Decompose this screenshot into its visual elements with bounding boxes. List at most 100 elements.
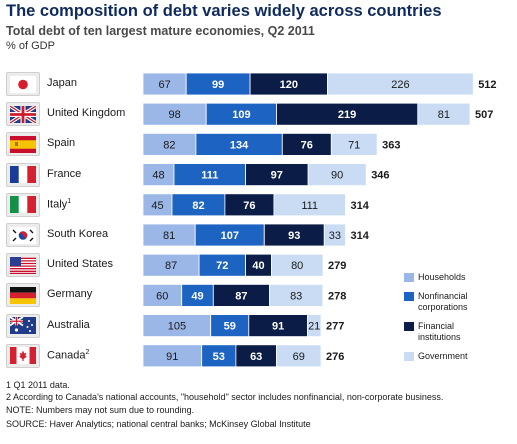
country-name: United States bbox=[47, 258, 114, 271]
total-label: 278 bbox=[328, 290, 346, 302]
bar-segment bbox=[323, 223, 346, 247]
data-label: 81 bbox=[438, 109, 450, 121]
legend-label: institutions bbox=[418, 332, 461, 342]
country-label: Italy1 bbox=[47, 198, 71, 211]
data-label: 91 bbox=[272, 321, 284, 333]
data-label: 53 bbox=[213, 351, 225, 363]
total-label: 363 bbox=[382, 139, 400, 151]
country-name: United Kingdom bbox=[47, 107, 126, 120]
legend-entry: Households bbox=[418, 272, 466, 283]
total-label: 277 bbox=[326, 321, 344, 333]
total-label: 346 bbox=[371, 170, 389, 182]
data-label: 48 bbox=[152, 170, 164, 182]
data-label: 67 bbox=[158, 79, 170, 91]
total-label: 314 bbox=[351, 200, 370, 212]
country-label: Germany bbox=[47, 288, 92, 300]
data-label: 59 bbox=[224, 321, 236, 333]
footnote-note: NOTE: Numbers may not sum due to roundin… bbox=[6, 405, 195, 415]
total-label: 279 bbox=[328, 260, 346, 272]
country-name: Germany bbox=[47, 288, 93, 301]
country-label: Japan bbox=[47, 77, 77, 89]
data-label: 82 bbox=[163, 139, 175, 151]
country-label: Spain bbox=[47, 137, 75, 149]
total-label: 276 bbox=[326, 351, 344, 363]
chart-title: The composition of debt varies widely ac… bbox=[6, 2, 442, 20]
data-label: 60 bbox=[156, 290, 168, 302]
australia-flag-icon bbox=[6, 313, 40, 338]
united-states-flag-icon bbox=[6, 253, 40, 278]
data-label: 226 bbox=[391, 79, 409, 91]
country-name: South Korea bbox=[47, 228, 109, 240]
legend-label: Government bbox=[418, 351, 468, 361]
legend-label: Financial bbox=[418, 321, 455, 331]
bar-segment bbox=[307, 163, 367, 187]
data-label: 91 bbox=[166, 351, 178, 363]
country-name: Japan bbox=[47, 77, 77, 89]
data-label: 97 bbox=[271, 170, 283, 182]
data-label: 40 bbox=[252, 260, 264, 272]
italy-flag-icon bbox=[6, 192, 40, 217]
total-label: 512 bbox=[478, 79, 496, 91]
bar-segment bbox=[276, 344, 322, 368]
data-label: 76 bbox=[301, 139, 313, 151]
country-label: United Kingdom bbox=[47, 107, 125, 119]
country-name: Spain bbox=[47, 137, 76, 150]
data-label: 71 bbox=[348, 139, 360, 151]
country-name: Italy bbox=[47, 198, 68, 211]
data-label: 76 bbox=[243, 200, 255, 212]
footnote-1: 1 Q1 2011 data. bbox=[6, 380, 70, 390]
data-label: 33 bbox=[329, 230, 341, 242]
bar-segment bbox=[417, 102, 471, 126]
legend-swatch bbox=[404, 322, 414, 331]
data-label: 87 bbox=[235, 290, 247, 302]
country-label: United States bbox=[47, 258, 113, 270]
unit-label: % of GDP bbox=[6, 40, 55, 52]
canada-flag-icon bbox=[6, 343, 40, 368]
country-name: Australia bbox=[47, 318, 90, 331]
total-label: 507 bbox=[475, 109, 493, 121]
data-label: 134 bbox=[230, 139, 249, 151]
data-label: 120 bbox=[280, 79, 298, 91]
legend-entry: Government bbox=[418, 351, 468, 362]
legend-label: Households bbox=[418, 272, 466, 282]
footnote-source: SOURCE: Haver Analytics; national centra… bbox=[6, 419, 311, 429]
france-flag-icon bbox=[6, 162, 40, 187]
country-label: Canada2 bbox=[47, 349, 89, 362]
data-label: 83 bbox=[290, 290, 302, 302]
country-label: Australia bbox=[47, 319, 90, 331]
bar-segment bbox=[268, 283, 324, 307]
data-label: 21 bbox=[308, 321, 320, 333]
data-label: 87 bbox=[165, 260, 177, 272]
data-label: 109 bbox=[232, 109, 250, 121]
legend-label: Nonfinancial bbox=[418, 291, 468, 301]
data-label: 63 bbox=[250, 351, 262, 363]
data-label: 111 bbox=[301, 200, 318, 212]
bar-segment bbox=[307, 314, 322, 338]
data-label: 80 bbox=[291, 260, 303, 272]
country-label: France bbox=[47, 168, 81, 180]
footnote-2: 2 According to Canada's national account… bbox=[6, 392, 444, 402]
total-label: 314 bbox=[351, 230, 370, 242]
bar-segment bbox=[270, 253, 324, 277]
data-label: 99 bbox=[212, 79, 224, 91]
south-korea-flag-icon bbox=[6, 223, 40, 247]
data-label: 93 bbox=[288, 230, 300, 242]
legend-label: corporations bbox=[418, 302, 468, 312]
legend-entry: Nonfinancial corporations bbox=[418, 291, 468, 313]
legend-swatch bbox=[404, 292, 414, 301]
country-name: Canada bbox=[47, 349, 86, 362]
germany-flag-icon bbox=[6, 283, 40, 308]
data-label: 107 bbox=[221, 230, 239, 242]
data-label: 90 bbox=[331, 170, 343, 182]
bar-segment bbox=[273, 193, 346, 217]
japan-flag-icon bbox=[6, 72, 40, 96]
chart-subtitle: Total debt of ten largest mature economi… bbox=[6, 24, 315, 38]
country-name: France bbox=[47, 167, 82, 180]
bar-segment bbox=[330, 132, 378, 156]
data-label: 219 bbox=[338, 109, 356, 121]
united-kingdom-flag-icon bbox=[6, 102, 40, 127]
data-label: 105 bbox=[168, 321, 186, 333]
data-label: 69 bbox=[293, 351, 305, 363]
